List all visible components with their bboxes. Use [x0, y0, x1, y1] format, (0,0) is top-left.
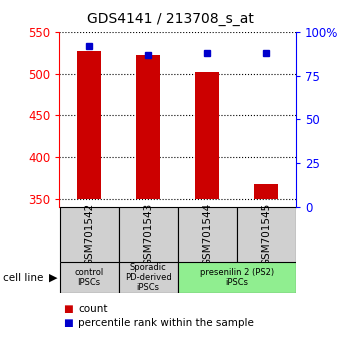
Bar [136, 55, 160, 199]
Bar [254, 184, 278, 199]
Bar [59, 262, 119, 293]
Bar [119, 262, 177, 293]
Text: ■: ■ [63, 318, 73, 328]
Text: GSM701542: GSM701542 [84, 203, 94, 266]
Text: Sporadic
PD-derived
iPSCs: Sporadic PD-derived iPSCs [125, 263, 171, 292]
Text: count: count [78, 304, 108, 314]
Text: GSM701544: GSM701544 [202, 203, 212, 266]
Bar [119, 207, 177, 262]
Bar [237, 207, 296, 262]
Text: presenilin 2 (PS2)
iPSCs: presenilin 2 (PS2) iPSCs [200, 268, 274, 287]
Text: ■: ■ [63, 304, 73, 314]
Text: ▶: ▶ [49, 273, 58, 282]
Bar [59, 207, 119, 262]
Text: percentile rank within the sample: percentile rank within the sample [78, 318, 254, 328]
Text: GSM701545: GSM701545 [261, 203, 271, 266]
Text: cell line: cell line [3, 273, 44, 282]
Bar [177, 262, 296, 293]
Bar [177, 207, 237, 262]
Text: GDS4141 / 213708_s_at: GDS4141 / 213708_s_at [87, 12, 253, 27]
Bar [195, 72, 219, 199]
Text: GSM701543: GSM701543 [143, 203, 153, 266]
Bar [77, 51, 101, 199]
Text: control
IPSCs: control IPSCs [74, 268, 104, 287]
